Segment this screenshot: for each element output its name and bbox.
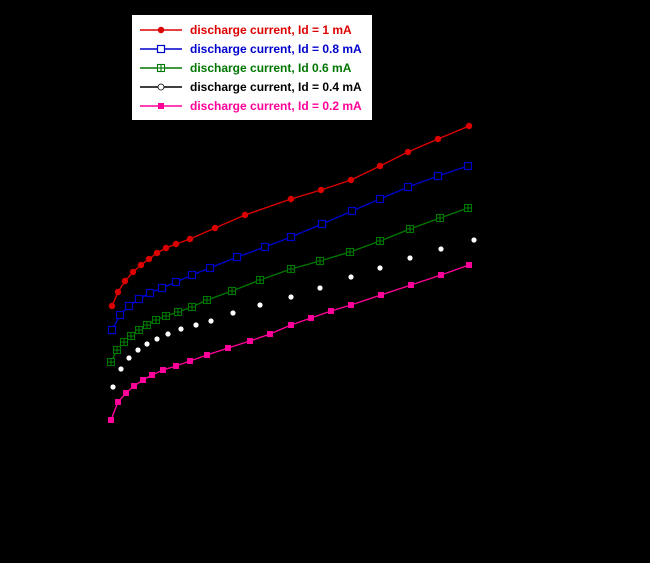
legend-item-label: discharge current, Id 0.6 mA: [190, 60, 352, 75]
legend-item: discharge current, Id = 0.4 mA: [139, 77, 362, 96]
legend-item: discharge current, Id = 0.2 mA: [139, 96, 362, 115]
legend-item-label: discharge current, Id = 0.8 mA: [190, 41, 362, 56]
legend-marker-icon: [140, 44, 182, 53]
chart-legend: discharge current, Id = 1 mA discharge c…: [131, 14, 373, 121]
legend-item-label: discharge current, Id = 0.2 mA: [190, 98, 362, 113]
legend-marker-icon: [140, 102, 182, 109]
legend-item-label: discharge current, Id = 0.4 mA: [190, 79, 362, 94]
legend-item: discharge current, Id 0.6 mA: [139, 58, 362, 77]
legend-item: discharge current, Id = 0.8 mA: [139, 39, 362, 58]
legend-marker-icon: [140, 63, 182, 72]
legend-item-label: discharge current, Id = 1 mA: [190, 22, 352, 37]
legend-item: discharge current, Id = 1 mA: [139, 20, 362, 39]
legend-marker-icon: [140, 26, 182, 33]
legend-marker-icon: [140, 83, 182, 90]
